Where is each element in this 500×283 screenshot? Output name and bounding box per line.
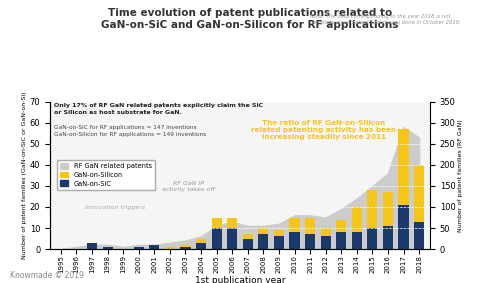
Text: The ratio of RF GaN-on-Silicon
related patenting activity has been
increasing st: The ratio of RF GaN-on-Silicon related p… bbox=[251, 119, 396, 140]
Legend: RF GaN related patents, GaN-on-Silicon, GaN-on-SiC: RF GaN related patents, GaN-on-Silicon, … bbox=[57, 160, 156, 190]
Text: RF GaN IP
activity takes off: RF GaN IP activity takes off bbox=[162, 181, 215, 192]
Bar bbox=[196, 239, 206, 243]
Bar bbox=[414, 222, 424, 249]
Bar bbox=[352, 232, 362, 249]
Bar bbox=[320, 228, 330, 236]
Text: Time evolution of patent publications related to
GaN-on-SiC and GaN-on-Silicon f: Time evolution of patent publications re… bbox=[102, 8, 399, 30]
Bar bbox=[414, 165, 424, 222]
Text: GaN-on-SiC for RF applications = 147 inventions
GaN-on-Silicon for RF applicatio: GaN-on-SiC for RF applications = 147 inv… bbox=[54, 125, 206, 137]
Bar bbox=[102, 247, 113, 249]
Bar bbox=[336, 232, 346, 249]
Text: Only 17% of RF GaN related patents explicitly claim the SiC
or Silicon as host s: Only 17% of RF GaN related patents expli… bbox=[54, 103, 263, 115]
Bar bbox=[180, 245, 190, 247]
Bar bbox=[212, 218, 222, 228]
Bar bbox=[258, 234, 268, 249]
Bar bbox=[212, 228, 222, 249]
Bar bbox=[227, 218, 237, 228]
Bar bbox=[227, 228, 237, 249]
Bar bbox=[274, 236, 284, 249]
Bar bbox=[242, 234, 253, 239]
Bar bbox=[274, 230, 284, 236]
Text: Innovation triggers: Innovation triggers bbox=[84, 205, 144, 210]
Bar bbox=[368, 228, 378, 249]
Bar bbox=[398, 129, 408, 205]
Bar bbox=[87, 243, 97, 249]
Bar bbox=[258, 228, 268, 234]
Bar bbox=[290, 218, 300, 232]
Bar bbox=[180, 247, 190, 249]
Text: Note: The data corresponding to the year 2018 is not
complete since patent searc: Note: The data corresponding to the year… bbox=[310, 14, 461, 25]
Bar bbox=[383, 226, 393, 249]
Bar bbox=[352, 207, 362, 232]
Bar bbox=[305, 234, 315, 249]
Bar bbox=[290, 232, 300, 249]
Bar bbox=[196, 243, 206, 249]
Y-axis label: Number of patent families (GaN-on-SiC or GaN-on-Si): Number of patent families (GaN-on-SiC or… bbox=[22, 92, 27, 259]
Bar bbox=[320, 236, 330, 249]
Bar bbox=[383, 192, 393, 226]
X-axis label: 1st publication year: 1st publication year bbox=[195, 276, 285, 283]
Bar bbox=[165, 247, 175, 249]
Bar bbox=[398, 205, 408, 249]
Bar bbox=[368, 190, 378, 228]
Bar bbox=[336, 220, 346, 232]
Bar bbox=[305, 218, 315, 234]
Bar bbox=[242, 239, 253, 249]
Y-axis label: Number of patent families (RF GaN): Number of patent families (RF GaN) bbox=[458, 119, 464, 232]
Bar bbox=[134, 247, 144, 249]
Text: Knowmade © 2019: Knowmade © 2019 bbox=[10, 271, 84, 280]
Bar bbox=[150, 245, 160, 249]
